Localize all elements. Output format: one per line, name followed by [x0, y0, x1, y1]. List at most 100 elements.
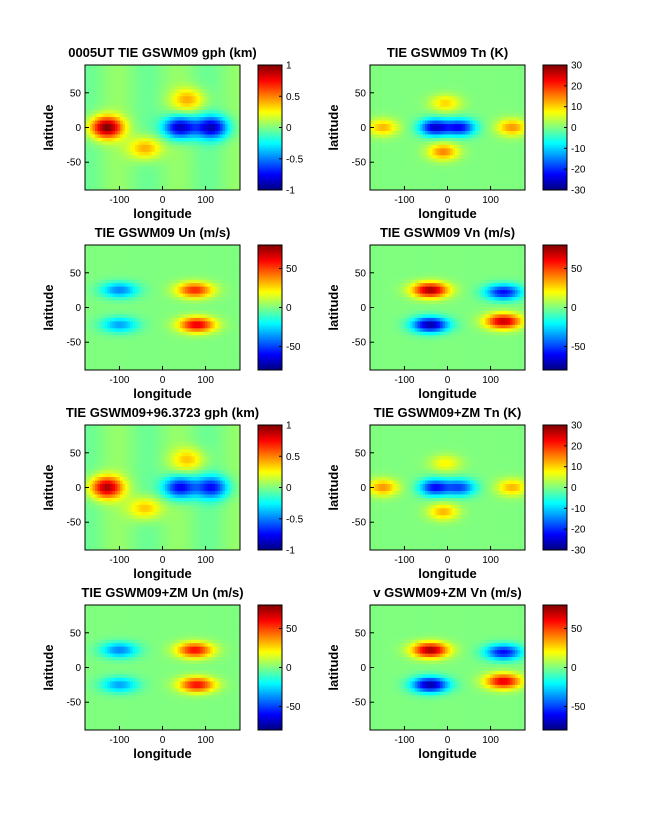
heatmap-cell	[187, 251, 191, 256]
heatmap-cell	[197, 127, 201, 132]
heatmap-cell	[390, 137, 393, 142]
heatmap-cell	[87, 130, 91, 135]
heatmap-cell	[387, 183, 391, 187]
heatmap-cell	[195, 155, 198, 160]
heatmap-cell	[135, 258, 138, 263]
heatmap-cell	[450, 176, 453, 180]
heatmap-cell	[87, 186, 91, 191]
heatmap-cell	[230, 89, 233, 94]
heatmap-cell	[407, 151, 411, 156]
heatmap-cell	[420, 85, 423, 90]
heatmap-cell	[222, 258, 226, 263]
heatmap-cell	[167, 162, 171, 167]
heatmap-cell	[120, 113, 123, 118]
heatmap-cell	[470, 89, 473, 94]
heatmap-cell	[237, 78, 241, 83]
heatmap-cell	[180, 148, 183, 153]
heatmap-cell	[120, 82, 123, 87]
heatmap-cell	[160, 78, 163, 83]
heatmap-cell	[192, 141, 196, 146]
heatmap-cell	[167, 186, 171, 191]
heatmap-cell	[202, 65, 206, 69]
heatmap-cell	[520, 179, 523, 184]
colorbar-step	[543, 82, 567, 85]
heatmap-cell	[190, 162, 193, 167]
heatmap-cell	[85, 113, 88, 118]
heatmap-cell	[440, 158, 443, 163]
heatmap-cell	[217, 65, 221, 69]
heatmap-cell	[517, 106, 521, 111]
heatmap-cell	[495, 151, 498, 156]
heatmap-cell	[217, 151, 221, 156]
heatmap-cell	[115, 82, 118, 87]
heatmap-cell	[500, 141, 503, 146]
heatmap-cell	[185, 65, 188, 69]
heatmap-cell	[432, 110, 436, 115]
heatmap-cell	[175, 134, 178, 139]
heatmap-cell	[87, 158, 91, 163]
heatmap-cell	[220, 141, 223, 146]
heatmap-cell	[120, 258, 123, 263]
heatmap-cell	[437, 130, 441, 135]
heatmap-cell	[192, 255, 196, 260]
heatmap-cell	[155, 151, 158, 156]
heatmap-cell	[477, 65, 481, 69]
heatmap-cell	[382, 155, 386, 160]
heatmap-cell	[400, 65, 403, 69]
heatmap-cell	[222, 137, 226, 142]
heatmap-cell	[515, 96, 518, 101]
heatmap-cell	[412, 172, 416, 177]
heatmap-cell	[497, 148, 501, 153]
heatmap-cell	[457, 134, 461, 139]
heatmap-cell	[435, 96, 438, 101]
heatmap-cell	[95, 120, 98, 125]
heatmap-cell	[110, 92, 113, 97]
heatmap-cell	[215, 148, 218, 153]
heatmap-cell	[127, 183, 131, 187]
heatmap-cell	[125, 103, 128, 108]
heatmap-cell	[442, 144, 446, 149]
heatmap-cell	[187, 113, 191, 118]
heatmap-cell	[387, 127, 391, 132]
heatmap-cell	[387, 179, 391, 184]
heatmap-cell	[392, 65, 396, 69]
heatmap-cell	[210, 134, 213, 139]
heatmap-cell	[185, 99, 188, 104]
heatmap-cell	[502, 117, 506, 121]
heatmap-cell	[382, 124, 386, 128]
heatmap-cell	[462, 82, 466, 87]
heatmap-cell	[137, 120, 141, 125]
heatmap-cell	[395, 71, 398, 76]
colorbar-step	[258, 90, 282, 93]
heatmap-cell	[382, 179, 386, 184]
heatmap-cell	[422, 176, 426, 180]
heatmap-cell	[390, 162, 393, 167]
heatmap-cell	[220, 92, 223, 97]
heatmap-cell	[417, 165, 421, 170]
heatmap-cell	[480, 110, 483, 115]
heatmap-cell	[190, 110, 193, 115]
heatmap-cell	[160, 96, 163, 101]
heatmap-cell	[515, 141, 518, 146]
heatmap-cell	[485, 172, 488, 177]
heatmap-cell	[120, 137, 123, 142]
heatmap-cell	[372, 179, 376, 184]
heatmap-cell	[210, 137, 213, 142]
heatmap-cell	[420, 130, 423, 135]
heatmap-cell	[225, 130, 228, 135]
heatmap-cell	[380, 117, 383, 121]
heatmap-cell	[192, 245, 196, 249]
heatmap-cell	[420, 151, 423, 156]
heatmap-cell	[467, 65, 471, 69]
colorbar-step	[258, 137, 282, 140]
colorbar-step	[258, 139, 282, 142]
heatmap-cell	[167, 137, 171, 142]
heatmap-cell	[472, 99, 476, 104]
heatmap-cell	[237, 85, 241, 90]
heatmap-cell	[422, 75, 426, 80]
heatmap-cell	[382, 144, 386, 149]
heatmap-cell	[450, 162, 453, 167]
heatmap-cell	[435, 113, 438, 118]
heatmap-cell	[125, 85, 128, 90]
